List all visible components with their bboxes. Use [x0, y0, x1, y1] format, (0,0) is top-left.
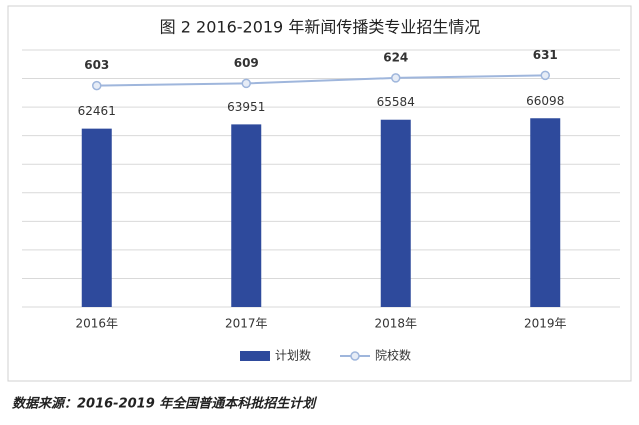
bar-value-label: 62461	[78, 104, 116, 118]
bar	[81, 128, 112, 307]
line-value-label: 609	[234, 56, 259, 70]
x-tick-label: 2019年	[524, 317, 567, 331]
line-point	[92, 80, 102, 91]
x-tick-label: 2016年	[75, 317, 118, 331]
bar-value-label: 65584	[377, 95, 415, 109]
x-tick-label: 2018年	[374, 317, 417, 331]
line-value-label: 624	[383, 50, 408, 64]
bar	[231, 124, 262, 307]
line-point	[540, 70, 550, 81]
bar	[530, 118, 561, 308]
line-point	[241, 78, 251, 89]
legend-swatch	[240, 351, 270, 361]
chart-title: 图 2 2016-2019 年新闻传播类专业招生情况	[160, 18, 481, 37]
line-point	[391, 73, 401, 83]
x-tick-label: 2017年	[225, 317, 268, 331]
chart-frame	[7, 5, 632, 382]
line-value-label: 631	[533, 48, 558, 62]
legend-label: 院校数	[375, 348, 411, 363]
source-note: 数据来源：2016-2019 年全国普通本科批招生计划	[12, 396, 317, 412]
bar	[380, 119, 411, 307]
line	[96, 74, 546, 87]
legend-swatch	[350, 351, 360, 361]
line-value-label: 603	[84, 58, 109, 72]
bar-value-label: 63951	[227, 100, 265, 114]
bar-value-label: 66098	[526, 94, 564, 108]
legend-label: 计划数	[275, 348, 311, 363]
